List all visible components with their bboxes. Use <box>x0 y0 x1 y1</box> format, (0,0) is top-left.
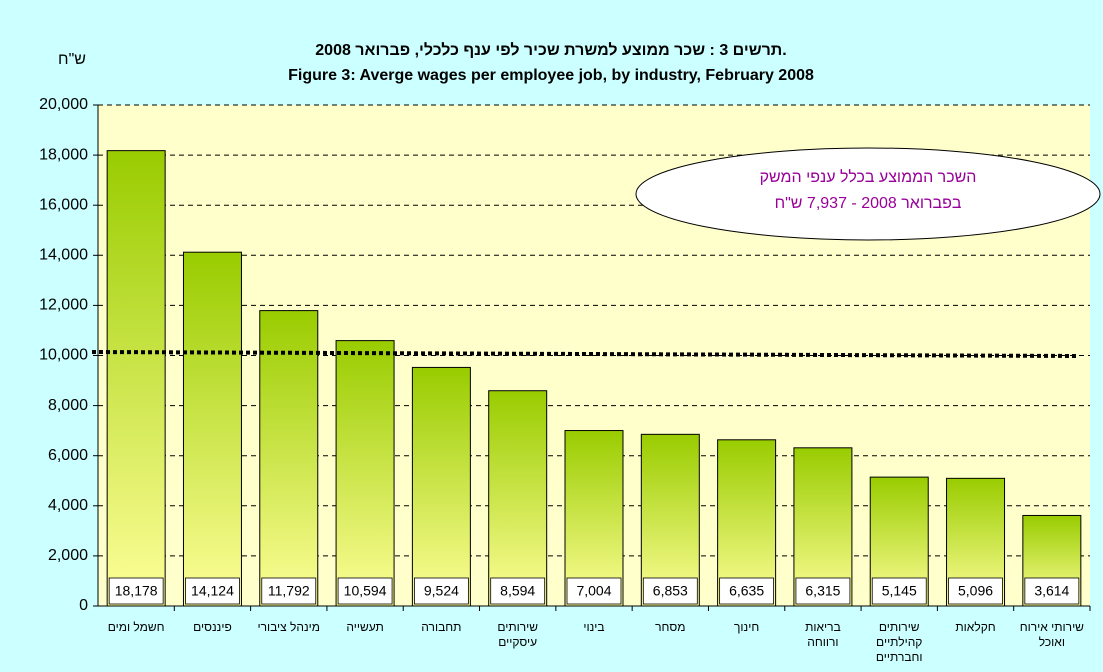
y-tick-label: 12,000 <box>39 297 88 314</box>
bar <box>259 310 319 607</box>
annotation: השכר הממוצע בכלל ענפי המשק <box>760 168 977 186</box>
value-label-box <box>261 577 317 605</box>
x-tick-label: תעשייה <box>346 620 384 634</box>
value-label: 6,315 <box>805 583 840 599</box>
y-tick-label: 4,000 <box>48 497 88 514</box>
value-label-box <box>566 577 622 605</box>
value-label-box <box>490 577 546 605</box>
value-label-box <box>871 577 927 605</box>
y-axis-label: ש"ח <box>58 51 86 68</box>
value-label-box <box>948 577 1003 605</box>
value-label: 8,594 <box>500 583 535 599</box>
x-tick-label: בינוי <box>583 620 605 634</box>
value-label: 7,004 <box>576 583 611 599</box>
x-tick-label: שירותים קהילתיים וחברתיים <box>875 620 923 664</box>
y-tick-label: 14,000 <box>39 247 88 264</box>
y-tick-label: 0 <box>79 597 88 614</box>
value-label-box <box>642 577 698 605</box>
bar <box>106 150 166 607</box>
value-label-box <box>337 577 393 605</box>
value-label-box <box>413 577 469 605</box>
x-tick-label: שירותים עיסקיים <box>497 620 539 649</box>
x-tick-label: בריאות ורווחה <box>805 620 841 649</box>
bar <box>488 390 548 607</box>
x-tick-label: חשמל ומים <box>107 620 165 634</box>
value-label: 14,124 <box>191 583 234 599</box>
x-tick-label: מינהל ציבורי <box>257 620 321 634</box>
x-tick-label: חינוך <box>734 620 760 634</box>
x-tick-label: שירותי אירוח ואוכל <box>1019 620 1084 649</box>
reference-line <box>91 350 1079 358</box>
x-tick-label: חקלאות <box>955 620 996 634</box>
value-label-box <box>185 577 240 605</box>
value-label-box <box>795 577 851 605</box>
y-tick-label: 10,000 <box>39 347 88 364</box>
value-label: 5,096 <box>958 583 993 599</box>
bar <box>182 251 242 607</box>
chart-subtitle: Figure 3: Averge wages per employee job,… <box>288 67 814 84</box>
value-label: 11,792 <box>268 583 310 599</box>
value-label: 6,635 <box>729 583 764 599</box>
y-tick-label: 20,000 <box>39 96 88 113</box>
value-label-box <box>108 577 164 605</box>
value-label: 3,614 <box>1034 583 1069 599</box>
value-label: 10,594 <box>344 583 387 599</box>
value-label-box <box>719 577 775 605</box>
value-label-box <box>1024 577 1080 605</box>
bar <box>640 433 700 607</box>
value-label: 9,524 <box>424 583 459 599</box>
x-tick-label: תחבורה <box>421 620 462 634</box>
chart-title: תרשים 3 : שכר ממוצע למשרת שכיר לפי ענף כ… <box>315 41 786 59</box>
y-tick-label: 16,000 <box>39 196 88 213</box>
y-tick-label: 8,000 <box>48 397 88 414</box>
annotation-ellipse <box>635 147 1101 241</box>
x-tick-label: פיננסים <box>193 620 232 634</box>
value-label: 18,178 <box>115 583 158 599</box>
y-tick-label: 6,000 <box>48 447 88 464</box>
bar <box>335 340 395 607</box>
annotation: בפברואר 2008 - 7,937 ש"ח <box>775 195 962 212</box>
y-tick-label: 18,000 <box>39 146 88 163</box>
bar <box>411 366 471 607</box>
value-label: 6,853 <box>653 583 688 599</box>
bar <box>564 430 624 607</box>
y-tick-label: 2,000 <box>48 547 88 564</box>
value-label: 5,145 <box>882 583 917 599</box>
x-tick-label: מסחר <box>655 620 686 634</box>
